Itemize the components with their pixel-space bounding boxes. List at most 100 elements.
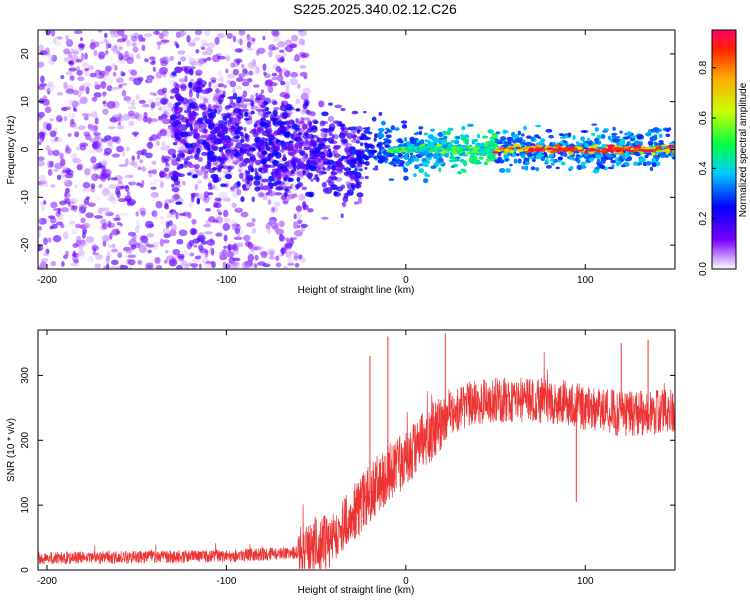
spectrogram-cell	[414, 164, 420, 170]
spectrogram-cell	[118, 46, 123, 50]
spectrogram-cell	[152, 241, 159, 250]
spectrogram-cell	[279, 49, 285, 53]
spectrogram-cell	[630, 135, 637, 139]
spectrogram-cell	[355, 171, 362, 179]
spectrogram-cell	[437, 157, 444, 163]
spectrogram-cell	[454, 146, 459, 150]
y-tick-label: 0	[20, 146, 31, 152]
spectrogram-cell	[241, 78, 248, 82]
spectrogram-cell	[161, 30, 169, 37]
spectrogram-cell	[297, 219, 303, 225]
spectrogram-cell	[234, 48, 243, 53]
spectrogram-cell	[164, 199, 173, 204]
spectrogram-cell	[168, 124, 172, 130]
spectrogram-cell	[592, 144, 600, 148]
spectrogram-cell	[548, 134, 554, 139]
spectrogram-cell	[483, 161, 488, 166]
spectrogram-cell	[436, 139, 443, 143]
spectrogram-cell	[327, 176, 333, 181]
spectrogram-cell	[252, 131, 259, 138]
spectrogram-cell	[106, 173, 111, 181]
spectrogram-cell	[209, 247, 214, 255]
spectrogram-cell	[82, 232, 86, 239]
spectrogram-cell	[100, 173, 107, 182]
spectrogram-cell	[266, 221, 273, 226]
spectrogram-cell	[553, 158, 558, 163]
spectrogram-cell	[221, 126, 229, 133]
spectrogram-cell	[177, 61, 182, 66]
spectrogram-cell	[535, 124, 542, 128]
spectrogram-cell	[238, 73, 246, 78]
spectrogram-cell	[115, 228, 120, 235]
spectrogram-cell	[262, 184, 271, 189]
spectrogram-cell	[489, 148, 496, 152]
spectrogram-cell	[164, 101, 174, 106]
spectrogram-cell	[302, 135, 310, 139]
spectrogram-cell	[202, 116, 206, 121]
spectrogram-cell	[136, 219, 140, 225]
spectrogram-cell	[423, 178, 429, 184]
spectrogram-cell	[601, 147, 607, 151]
spectrogram-cell	[200, 240, 208, 245]
spectrogram-cell	[444, 152, 449, 158]
spectrogram-cell	[290, 183, 294, 187]
spectrogram-cell	[204, 87, 213, 94]
spectrogram-cell	[239, 228, 244, 235]
spectrogram-cell	[234, 207, 243, 213]
spectrogram-cell	[506, 136, 514, 142]
spectrogram-cell	[511, 153, 516, 157]
spectrogram-cell	[297, 160, 301, 164]
spectrogram-cell	[330, 171, 335, 175]
spectrogram-cell	[516, 153, 520, 157]
spectrogram-cell	[466, 123, 474, 128]
spectrogram-cell	[39, 180, 45, 187]
spectrogram-cell	[232, 250, 240, 255]
spectrogram-cell	[38, 266, 43, 269]
spectrogram-cell	[575, 141, 580, 145]
spectrogram-cell	[253, 246, 261, 251]
spectrogram-cell	[151, 210, 158, 217]
spectrogram-cell	[390, 125, 396, 131]
spectrogram-cell	[376, 143, 384, 147]
spectrogram-cell	[243, 143, 248, 149]
spectrogram-cell	[183, 135, 187, 142]
spectrogram-cell	[248, 180, 253, 187]
spectrogram-cell	[448, 155, 456, 160]
spectrogram-cell	[507, 140, 512, 144]
spectrogram-cell	[535, 154, 542, 160]
spectrogram-cell	[254, 167, 258, 173]
spectrogram-cell	[117, 252, 123, 259]
spectrogram-cell	[263, 164, 271, 169]
spectrogram-cell	[45, 145, 51, 152]
spectrogram-cell	[246, 41, 252, 48]
spectrogram-cell	[301, 39, 306, 46]
spectrogram-cell	[91, 111, 98, 118]
spectrogram-cell	[193, 244, 198, 248]
spectrogram-cell	[355, 178, 360, 186]
spectrogram-cell	[255, 66, 260, 75]
spectrogram-cell	[481, 135, 489, 139]
spectrogram-cell	[125, 158, 129, 166]
spectrogram-cell	[61, 261, 65, 267]
spectrogram-cell	[108, 77, 114, 84]
spectrogram-cell	[137, 224, 141, 228]
spectrogram-cell	[267, 152, 275, 159]
spectrogram-cell	[47, 168, 53, 176]
spectrogram-cell	[232, 68, 239, 76]
spectrogram-cell	[236, 181, 241, 187]
spectrogram-cell	[167, 144, 171, 148]
spectrogram-cell	[549, 153, 555, 158]
spectrogram-cell	[447, 143, 453, 147]
spectrogram-cell	[254, 171, 259, 177]
spectrogram-cell	[160, 145, 170, 151]
spectrogram-cell	[320, 128, 329, 133]
spectrogram-cell	[188, 81, 193, 89]
spectrogram-cell	[517, 130, 522, 136]
spectrogram-cell	[247, 61, 257, 69]
spectrogram-cell	[66, 193, 71, 198]
spectrogram-cell	[154, 256, 161, 264]
spectrogram-cell	[261, 178, 269, 183]
spectrogram-cell	[307, 133, 315, 140]
spectrogram-cell	[98, 51, 106, 59]
spectrogram-cell	[618, 156, 624, 162]
